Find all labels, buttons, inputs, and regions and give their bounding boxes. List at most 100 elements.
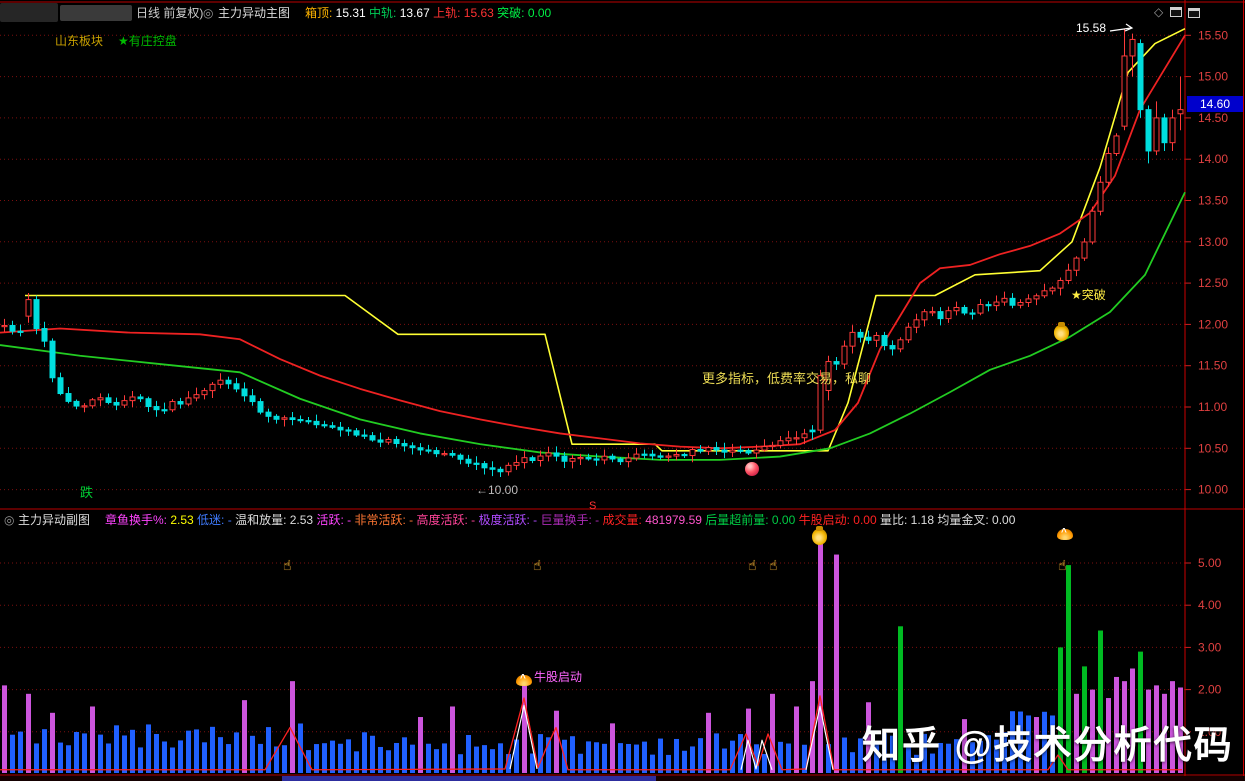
launch-arch-icon — [1057, 527, 1073, 540]
volume-bar — [26, 693, 31, 773]
candle-body — [1121, 55, 1128, 127]
candle-body — [745, 450, 752, 454]
volume-bar — [514, 739, 519, 773]
axis-label: 11.50 — [1198, 359, 1227, 373]
candle-body — [817, 375, 824, 431]
candle-body — [1097, 181, 1104, 212]
volume-bar — [882, 733, 887, 773]
volume-bar — [130, 729, 135, 773]
candle-body — [529, 457, 536, 461]
candle-body — [1025, 298, 1032, 303]
volume-bar — [522, 683, 527, 773]
candle-body — [649, 453, 656, 457]
period-label: 日线 前复权) — [136, 6, 204, 20]
candle-body — [1057, 279, 1064, 289]
candle-body — [625, 457, 632, 463]
candle-body — [209, 383, 216, 392]
candle-body — [905, 326, 912, 341]
sector-link[interactable]: 山东板块 — [55, 34, 104, 48]
volume-bar — [738, 734, 743, 773]
volume-bar — [330, 740, 335, 773]
candle-body — [385, 438, 392, 443]
candle-body — [873, 334, 880, 341]
candle-body — [233, 383, 240, 390]
sub-indicator-values: 章鱼换手%: 2.53 低迷: - 温和放量: 2.53 活跃: - 非常活跃:… — [105, 513, 1015, 527]
volume-bar — [682, 750, 687, 773]
candle-body — [1105, 153, 1112, 183]
volume-bar — [954, 739, 959, 773]
volume-bar — [826, 744, 831, 773]
axis-label: 13.00 — [1198, 235, 1228, 249]
candle-body — [329, 425, 336, 428]
volume-bar — [602, 743, 607, 773]
volume-bar — [322, 743, 327, 773]
candle-body — [921, 311, 928, 321]
volume-bar — [762, 753, 767, 773]
volume-bar — [970, 742, 975, 773]
volume-bar — [626, 743, 631, 773]
candle-body — [1089, 210, 1096, 243]
candle-body — [241, 388, 248, 397]
volume-bar — [658, 738, 663, 773]
candle-body — [9, 324, 16, 332]
candle-body — [1169, 117, 1176, 144]
volume-bar — [570, 736, 575, 773]
volume-bar — [706, 712, 711, 773]
volume-bar — [370, 735, 375, 773]
volume-bar — [218, 737, 223, 773]
volume-bar — [538, 734, 543, 773]
volume-bar — [778, 741, 783, 773]
field-label: 温和放量: — [235, 513, 290, 527]
hand-up-icon: ☝ — [748, 557, 757, 573]
main-indicator-title[interactable]: 主力异动主图 — [218, 6, 291, 20]
candle-body — [1153, 117, 1160, 152]
candle-body — [889, 345, 896, 350]
candle-body — [97, 397, 104, 401]
field-value: 2.53 — [170, 513, 198, 527]
candle-body — [25, 299, 32, 317]
candle-body — [985, 304, 992, 307]
volume-bar — [186, 730, 191, 773]
volume-bar — [946, 743, 951, 773]
volume-bar — [354, 751, 359, 773]
field-label: 高度活跃: — [416, 513, 472, 527]
diamond-icon[interactable]: ◇ — [1154, 5, 1164, 19]
volume-bar — [74, 731, 79, 773]
volume-bar — [42, 729, 47, 773]
axis-label: 15.50 — [1198, 28, 1228, 42]
candle-body — [1009, 297, 1016, 306]
volume-bar — [50, 712, 55, 773]
maximize-icon[interactable] — [1170, 7, 1182, 17]
volume-bar — [650, 754, 655, 773]
volume-bar — [378, 746, 383, 773]
volume-bar — [1122, 681, 1127, 773]
candle-body — [89, 399, 96, 407]
candle-body — [17, 330, 24, 333]
sub-indicator-title[interactable]: 主力异动副图 — [18, 513, 91, 527]
volume-bar — [874, 741, 879, 773]
candle-body — [953, 306, 960, 312]
candle-body — [217, 379, 224, 385]
field-value: 0.00 — [853, 513, 880, 527]
candle-body — [1065, 269, 1072, 281]
volume-bar — [450, 706, 455, 773]
candle-body — [689, 449, 696, 457]
status-strip-selection[interactable] — [282, 776, 656, 781]
candle-body — [545, 452, 552, 457]
field-label: 上轨: — [433, 6, 464, 20]
sub-indicator-dropdown-icon[interactable]: ◎ — [4, 513, 15, 527]
volume-bar — [770, 693, 775, 773]
field-value: - — [347, 513, 355, 527]
volume-bar — [1106, 698, 1111, 773]
candle-body — [833, 361, 840, 365]
launch-arch-icon — [516, 673, 532, 686]
volume-bar — [1042, 711, 1047, 773]
volume-bar — [1170, 681, 1175, 773]
candle-body — [785, 437, 792, 442]
candle-body — [345, 429, 352, 432]
volume-bar — [18, 731, 23, 773]
panel-corner-icon[interactable] — [1188, 8, 1200, 18]
candle-body — [865, 336, 872, 341]
indicator-dropdown-icon[interactable]: ◎ — [203, 6, 214, 20]
